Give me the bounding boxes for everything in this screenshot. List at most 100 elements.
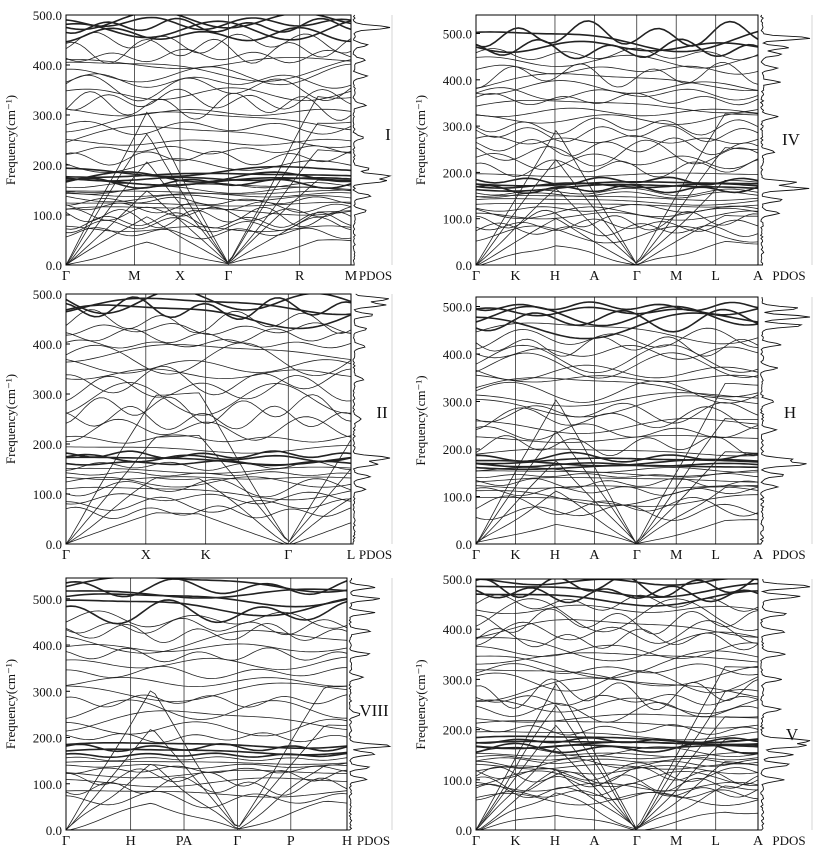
band-line [476, 762, 759, 782]
band-line [476, 159, 759, 178]
band-line [66, 777, 348, 788]
band-line [66, 91, 352, 121]
band-line [66, 342, 352, 377]
band-line [66, 710, 348, 732]
k-point-label: M [670, 269, 683, 284]
band-line [66, 15, 352, 31]
band-line [66, 120, 352, 136]
band-line [66, 31, 352, 54]
band-line [66, 790, 348, 798]
band-line [476, 352, 759, 379]
band-line [476, 495, 759, 517]
band-line [476, 218, 759, 232]
band-line [476, 392, 759, 407]
y-tick-label: 0.0 [456, 823, 472, 838]
y-tick-label: 400.0 [33, 638, 62, 653]
k-point-label: M [670, 834, 683, 849]
band-line [476, 135, 759, 145]
y-tick-label: 500.0 [33, 287, 62, 302]
y-tick-label: 200.0 [443, 723, 472, 738]
band-line [66, 416, 352, 442]
band-line [476, 494, 758, 507]
band-line [476, 735, 759, 744]
band-line [66, 328, 352, 344]
band-line [476, 451, 759, 463]
band-line [476, 755, 759, 761]
band-line [476, 670, 759, 694]
k-point-label: M [670, 548, 683, 563]
pdos-curve [758, 578, 811, 831]
band-line [66, 368, 352, 380]
band-line [476, 418, 759, 434]
y-tick-label: 0.0 [46, 258, 62, 273]
band-line [66, 748, 348, 756]
y-tick-label: 0.0 [456, 258, 472, 273]
y-tick-label: 100.0 [33, 487, 62, 502]
band-line [66, 622, 348, 644]
band-line [476, 604, 759, 614]
band-line [476, 736, 759, 744]
y-axis-label: Frequency(cm⁻¹) [413, 375, 428, 465]
band-line [476, 608, 759, 635]
band-line [66, 800, 348, 830]
k-point-label: A [753, 548, 764, 563]
band-line [66, 48, 352, 64]
k-point-label: K [510, 548, 520, 563]
band-line [476, 92, 759, 106]
y-tick-label: 100.0 [33, 777, 62, 792]
band-line [66, 150, 352, 166]
band-line [476, 402, 759, 424]
band-line [66, 206, 352, 216]
band-line [66, 176, 352, 182]
band-line [476, 765, 759, 775]
band-line [476, 811, 759, 830]
band-line [66, 466, 352, 474]
band-line [476, 47, 759, 61]
band-line [66, 578, 348, 598]
band-line [66, 394, 352, 424]
band-line [476, 153, 759, 171]
band-line [476, 448, 759, 457]
band-line [66, 309, 352, 334]
band-line [476, 383, 759, 544]
k-point-label: H [550, 834, 560, 849]
band-line [476, 774, 759, 793]
band-line [476, 694, 759, 706]
k-point-label: H [126, 834, 136, 849]
band-line [66, 512, 352, 544]
band-line [66, 453, 352, 463]
band-line [476, 322, 759, 345]
band-line [66, 375, 352, 402]
band-line [66, 630, 348, 654]
band-line [476, 642, 759, 659]
band-line [476, 40, 759, 54]
band-line [476, 477, 758, 483]
band-line [476, 598, 759, 633]
band-line [476, 628, 759, 651]
band-line [66, 471, 352, 477]
band-line [66, 227, 352, 240]
y-tick-label: 100.0 [33, 208, 62, 223]
band-line [66, 26, 352, 43]
y-tick-label: 100.0 [443, 212, 472, 227]
y-tick-label: 300.0 [33, 684, 62, 699]
band-line [66, 450, 352, 459]
band-line [476, 112, 759, 125]
band-line [476, 306, 759, 317]
band-line [66, 694, 348, 708]
band-line [476, 469, 759, 477]
band-line [476, 406, 759, 430]
band-line [476, 344, 759, 374]
band-line [66, 434, 352, 444]
y-tick-label: 0.0 [456, 537, 472, 552]
panel-V: 0.0 100.0 200.0 300.0 400.0 500.0 Frequency(cm… [413, 572, 813, 849]
band-line [66, 322, 352, 336]
pdos-curve [351, 293, 391, 545]
k-point-label: A [589, 548, 600, 563]
band-line [476, 241, 759, 265]
band-line [66, 366, 352, 396]
band-line [476, 418, 759, 544]
band-line [66, 179, 352, 265]
band-line [66, 685, 348, 830]
